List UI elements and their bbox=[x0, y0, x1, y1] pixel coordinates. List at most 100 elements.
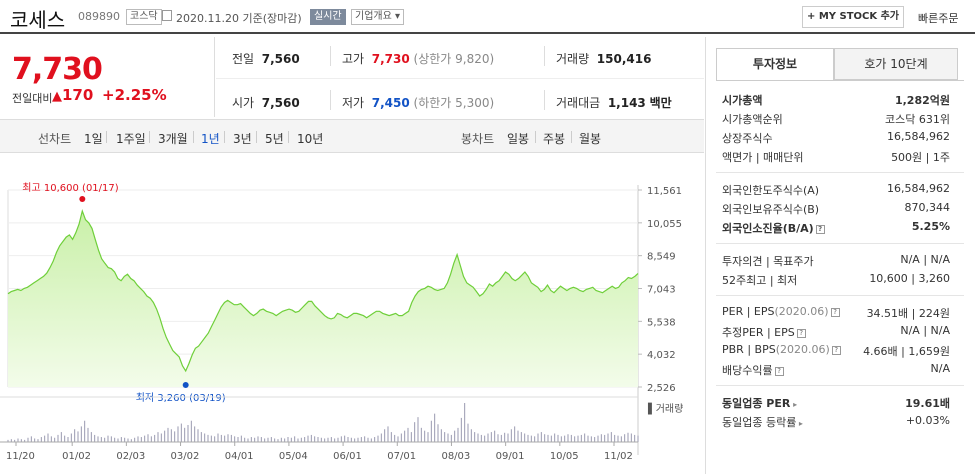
y-tick-label: 8,549 bbox=[647, 252, 676, 263]
high-price: 고가 7,730 (상한가 9,820) bbox=[342, 50, 494, 67]
period-1d[interactable]: 1일 bbox=[84, 132, 103, 146]
y-tick-label: 7,043 bbox=[647, 285, 676, 296]
per-value: 34.51배 | 224원 bbox=[866, 307, 950, 320]
base-date: 2020.11.20 기준(장마감) bbox=[176, 12, 302, 25]
change-percent: +2.25% bbox=[102, 86, 167, 104]
low-label: 저가 bbox=[342, 96, 365, 110]
pbr-date: (2020.06) bbox=[775, 343, 830, 356]
period-5y[interactable]: 5년 bbox=[265, 132, 284, 146]
period-10y[interactable]: 10년 bbox=[297, 132, 324, 146]
period-3m[interactable]: 3개월 bbox=[158, 132, 188, 146]
max-label: 최고 10,600 (01/17) bbox=[22, 182, 118, 194]
divider bbox=[535, 131, 536, 143]
current-price: 7,730 bbox=[12, 52, 103, 87]
help-icon[interactable]: ? bbox=[774, 366, 784, 376]
candle-monthly[interactable]: 월봉 bbox=[579, 132, 602, 146]
mcap-label: 시가총액 bbox=[722, 94, 763, 107]
x-tick-label: 11/20 bbox=[6, 451, 35, 462]
row-divider bbox=[216, 78, 704, 79]
trade-amount: 거래대금 1,143 백만 bbox=[556, 94, 672, 111]
opinion-value: N/A | N/A bbox=[900, 253, 950, 266]
shares-label: 상장주식수 bbox=[722, 132, 773, 145]
tab-invest-info[interactable]: 투자정보 bbox=[716, 48, 834, 80]
company-info-dropdown[interactable]: 기업개요 ▾ bbox=[351, 9, 405, 25]
high-label: 고가 bbox=[342, 52, 365, 66]
invest-panel bbox=[705, 37, 975, 474]
y-tick-label: 11,561 bbox=[647, 186, 682, 197]
prev-close: 전일 7,560 bbox=[232, 50, 300, 67]
price-box bbox=[0, 37, 215, 117]
divider bbox=[544, 90, 545, 110]
prev-label: 전일 bbox=[232, 52, 255, 66]
change-label: 전일대비 bbox=[12, 92, 53, 105]
low-price: 저가 7,450 (하한가 5,300) bbox=[342, 94, 494, 111]
x-tick-label: 01/02 bbox=[62, 451, 91, 462]
prev-value: 7,560 bbox=[261, 52, 300, 66]
candle-daily[interactable]: 일봉 bbox=[507, 132, 530, 146]
ind-per-label: 동일업종 PER bbox=[722, 397, 791, 410]
add-mystock-button[interactable]: + MY STOCK 추가 bbox=[802, 6, 904, 28]
rank-value: 코스닥 631위 bbox=[885, 113, 950, 126]
x-tick-label: 05/04 bbox=[279, 451, 308, 462]
volume: 거래량 150,416 bbox=[556, 50, 651, 67]
foreign-limit-label: 외국인한도주식수(A) bbox=[722, 184, 820, 197]
div-value: N/A bbox=[930, 362, 950, 375]
tab-underline bbox=[716, 80, 964, 81]
amount-value: 1,143 bbox=[607, 96, 646, 110]
chevron-down-icon: ▾ bbox=[395, 11, 401, 22]
ind-rate-row: 동일업종 등락률 ▸ bbox=[722, 414, 803, 430]
divider bbox=[544, 46, 545, 66]
divider bbox=[330, 90, 331, 110]
mcap-value: 1,282억원 bbox=[894, 94, 950, 107]
x-tick-label: 09/01 bbox=[496, 451, 525, 462]
divider bbox=[716, 385, 964, 386]
tab-orderbook[interactable]: 호가 10단계 bbox=[834, 48, 958, 80]
per-label: PER | EPS bbox=[722, 305, 775, 318]
y-tick-label: 5,538 bbox=[647, 317, 676, 328]
par-value: 500원 | 1주 bbox=[891, 151, 950, 164]
x-tick-label: 10/05 bbox=[550, 451, 579, 462]
pbr-label: PBR | BPS bbox=[722, 343, 776, 356]
w52-value: 10,600 | 3,260 bbox=[869, 272, 950, 285]
pbr-row: PBR | BPS(2020.06)? bbox=[722, 343, 841, 356]
high-value: 7,730 bbox=[371, 52, 410, 66]
realtime-button[interactable]: 실시간 bbox=[310, 9, 346, 25]
y-tick-label: 2,526 bbox=[647, 383, 676, 394]
change-amount: 170 bbox=[62, 86, 94, 104]
divider bbox=[149, 131, 150, 143]
volume-label: ▌거래량 bbox=[647, 402, 683, 415]
ind-per-value: 19.61배 bbox=[905, 397, 950, 410]
help-icon[interactable]: ? bbox=[815, 224, 825, 234]
y-tick-label: 10,055 bbox=[647, 219, 682, 230]
eper-label: 추정PER | EPS bbox=[722, 326, 795, 339]
period-1w[interactable]: 1주일 bbox=[116, 132, 146, 146]
opinion-label: 투자의견 | 목표주가 bbox=[722, 255, 814, 268]
pbr-value: 4.66배 | 1,659원 bbox=[863, 345, 950, 358]
period-1y[interactable]: 1년 bbox=[201, 132, 220, 146]
x-tick-label: 03/02 bbox=[171, 451, 200, 462]
divider bbox=[288, 131, 289, 143]
min-label: 최저 3,260 (03/19) bbox=[136, 392, 226, 404]
foreign-hold-label: 외국인보유주식수(B) bbox=[722, 203, 820, 216]
period-3y[interactable]: 3년 bbox=[233, 132, 252, 146]
help-icon[interactable]: ? bbox=[830, 307, 840, 317]
x-tick-label: 08/03 bbox=[441, 451, 470, 462]
divider bbox=[716, 295, 964, 296]
change-value: ▲170 bbox=[52, 86, 93, 104]
amount-unit: 백만 bbox=[649, 96, 672, 110]
help-icon[interactable]: ? bbox=[831, 345, 841, 355]
par-label: 액면가 | 매매단위 bbox=[722, 151, 804, 164]
ind-rate-value: +0.03% bbox=[905, 414, 950, 427]
x-tick-label: 04/01 bbox=[225, 451, 254, 462]
foreign-ratio-label: 외국인소진율(B/A) bbox=[722, 222, 814, 235]
candle-weekly[interactable]: 주봉 bbox=[543, 132, 566, 146]
volume-value: 150,416 bbox=[596, 52, 652, 66]
period-bar bbox=[0, 119, 704, 153]
quick-order-link[interactable]: 빠른주문 bbox=[918, 12, 959, 25]
help-icon[interactable]: ? bbox=[796, 328, 806, 338]
lower-limit: (하한가 5,300) bbox=[413, 96, 495, 110]
x-tick-label: 06/01 bbox=[333, 451, 362, 462]
divider bbox=[224, 131, 225, 143]
x-tick-label: 07/01 bbox=[387, 451, 416, 462]
eper-value: N/A | N/A bbox=[900, 324, 950, 337]
